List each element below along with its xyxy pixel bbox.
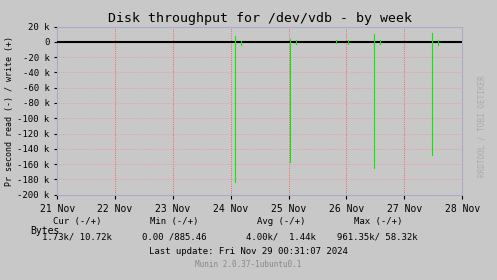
Text: Max (-/+): Max (-/+)	[353, 217, 402, 226]
Text: 961.35k/ 58.32k: 961.35k/ 58.32k	[337, 232, 418, 241]
Text: Avg (-/+): Avg (-/+)	[256, 217, 305, 226]
Y-axis label: Pr second read (-) / write (+): Pr second read (-) / write (+)	[5, 36, 14, 186]
Title: Disk throughput for /dev/vdb - by week: Disk throughput for /dev/vdb - by week	[108, 12, 412, 25]
Text: Last update: Fri Nov 29 00:31:07 2024: Last update: Fri Nov 29 00:31:07 2024	[149, 247, 348, 256]
Text: 4.00k/  1.44k: 4.00k/ 1.44k	[246, 232, 316, 241]
Text: 0.00 /885.46: 0.00 /885.46	[142, 232, 206, 241]
Text: 1.73k/ 10.72k: 1.73k/ 10.72k	[42, 232, 112, 241]
Text: RRDTOOL / TOBI OETIKER: RRDTOOL / TOBI OETIKER	[478, 75, 487, 177]
Text: Cur (-/+): Cur (-/+)	[53, 217, 101, 226]
Text: Munin 2.0.37-1ubuntu0.1: Munin 2.0.37-1ubuntu0.1	[195, 260, 302, 269]
Text: Bytes: Bytes	[30, 226, 59, 236]
Text: Min (-/+): Min (-/+)	[150, 217, 198, 226]
